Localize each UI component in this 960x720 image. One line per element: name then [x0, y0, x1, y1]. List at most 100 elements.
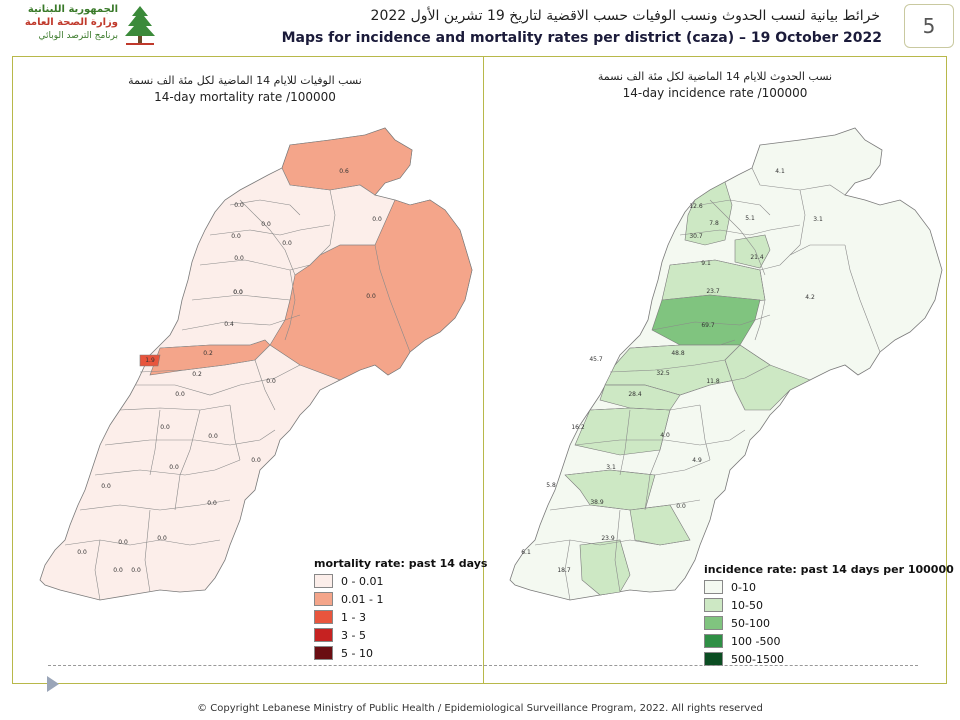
mortality-district-boundary [374, 244, 411, 353]
panel-divider [483, 56, 484, 684]
logo-line-1: الجمهورية اللبنانية [27, 4, 118, 15]
incidence-district-value: 3.1 [813, 216, 823, 223]
incidence-district-value: 5.1 [745, 215, 755, 222]
mortality-district-value: 0.4 [224, 321, 234, 328]
mortality-district-boundary [191, 294, 291, 301]
mortality-legend-swatch [314, 646, 333, 660]
mortality-district-value: 0.0 [207, 500, 217, 507]
mortality-title-en: 14-day mortality rate /100000 [154, 90, 336, 104]
incidence-district-boundary [709, 199, 766, 276]
mortality-legend-title: mortality rate: past 14 days [314, 557, 488, 570]
maps-frame [12, 56, 947, 684]
incidence-district-region [684, 181, 733, 246]
incidence-legend-swatch [704, 598, 723, 612]
incidence-district-boundary [699, 199, 771, 216]
mortality-district-boundary [209, 224, 331, 236]
mortality-district-value: 0.0 [234, 255, 244, 262]
mortality-district-value: 0.2 [203, 350, 213, 357]
mortality-district-boundary [159, 339, 266, 349]
incidence-panel-title: نسب الحدوث للايام 14 الماضية لكل مئة الف… [565, 70, 865, 100]
mortality-district-boundary [239, 199, 296, 276]
incidence-district-boundary [534, 539, 691, 546]
incidence-district-value: 38.9 [590, 499, 604, 506]
mortality-district-value: 0.0 [234, 202, 244, 209]
mortality-district-value: 0.0 [77, 549, 87, 556]
mortality-district-value: 0.0 [372, 216, 382, 223]
incidence-legend-label: 0-10 [731, 580, 756, 594]
incidence-legend-label: 100 -500 [731, 634, 781, 648]
mortality-district-boundary [149, 409, 161, 476]
mortality-legend-item: 3 - 5 [314, 626, 487, 644]
incidence-district-boundary [619, 409, 631, 476]
incidence-legend-item: 100 -500 [704, 632, 954, 650]
incidence-district-value: 4.2 [805, 294, 815, 301]
incidence-district-boundary [609, 344, 741, 373]
incidence-district-region [574, 407, 671, 456]
incidence-district-boundary [699, 404, 711, 461]
mortality-panel-title: نسب الوفيات للايام 14 الماضية لكل مئة ال… [95, 74, 395, 104]
incidence-district-boundary [605, 364, 771, 396]
mortality-legend-swatch [314, 610, 333, 624]
incidence-legend-label: 500-1500 [731, 652, 784, 666]
incidence-district-boundary [669, 244, 845, 271]
incidence-district-value: 21.4 [750, 254, 764, 261]
ministry-logo: الجمهورية اللبنانية وزارة الصحة العامة ب… [10, 4, 160, 50]
incidence-district-boundary [614, 509, 621, 593]
incidence-district-value: 0.0 [676, 503, 686, 510]
incidence-district-value: 28.4 [628, 391, 642, 398]
incidence-district-value: 7.8 [709, 220, 719, 227]
mortality-district-value: 0.0 [261, 221, 271, 228]
incidence-legend-item: 10-50 [704, 596, 954, 614]
incidence-district-value: 3.1 [606, 464, 616, 471]
incidence-district-value: 69.7 [701, 322, 715, 329]
mortality-legend-label: 5 - 10 [341, 646, 373, 660]
incidence-district-boundary [661, 294, 761, 301]
incidence-district-boundary [754, 269, 766, 341]
mortality-district-value: 0.0 [175, 391, 185, 398]
incidence-district-value: 5.8 [546, 482, 556, 489]
incidence-legend-swatch [704, 634, 723, 648]
incidence-district-value: 4.9 [692, 457, 702, 464]
incidence-district-boundary [724, 359, 746, 411]
footer-dotted-line [48, 665, 918, 666]
mortality-district-boundary [104, 429, 276, 446]
mortality-district-boundary [199, 244, 375, 271]
incidence-district-boundary [844, 244, 881, 353]
incidence-district-value: 23.7 [706, 288, 720, 295]
mortality-district-boundary [144, 509, 151, 593]
incidence-district-boundary [549, 499, 701, 511]
mortality-district-boundary [254, 359, 276, 411]
mortality-district-value: 0.0 [233, 289, 243, 296]
incidence-district-boundary [644, 409, 671, 511]
mortality-district-boundary [174, 409, 201, 511]
mortality-legend-swatch [314, 592, 333, 606]
incidence-district-boundary [564, 459, 711, 476]
mortality-district-value: 0.0 [101, 483, 111, 490]
mortality-district-value: 0.6 [339, 168, 349, 175]
incidence-legend-item: 0-10 [704, 578, 954, 596]
incidence-district-region [651, 294, 761, 346]
mortality-district-value: 0.0 [157, 535, 167, 542]
mortality-district-value: 0.0 [160, 424, 170, 431]
incidence-district-value: 4.1 [775, 168, 785, 175]
play-arrow-icon[interactable] [47, 676, 59, 692]
page-number: 5 [904, 4, 954, 48]
incidence-legend-item: 50-100 [704, 614, 954, 632]
incidence-legend-item: 500-1500 [704, 650, 954, 668]
mortality-district-value: 0.0 [131, 567, 141, 574]
incidence-map: 4.1 12.6 7.8 5.1 3.1 30.7 9.1 21.4 4.2 23.7 69.7 45… [509, 127, 943, 601]
incidence-district-value: 12.6 [689, 203, 703, 210]
incidence-title-ar: نسب الحدوث للايام 14 الماضية لكل مئة الف… [597, 70, 833, 83]
mortality-district-boundary [319, 189, 336, 256]
incidence-district-value: 23.9 [601, 535, 615, 542]
incidence-district-value: 45.7 [589, 356, 603, 363]
mortality-district-value: 0.0 [113, 567, 123, 574]
mortality-legend-item: 0 - 0.01 [314, 572, 487, 590]
title-english: Maps for incidence and mortality rates p… [281, 30, 882, 46]
incidence-district-region [734, 234, 771, 269]
incidence-district-boundary [574, 429, 746, 446]
mortality-district-boundary [181, 314, 301, 331]
incidence-district-value: 6.1 [521, 549, 531, 556]
mortality-district-value: 0.0 [118, 539, 128, 546]
mortality-district-value: 1.9 [145, 357, 155, 364]
